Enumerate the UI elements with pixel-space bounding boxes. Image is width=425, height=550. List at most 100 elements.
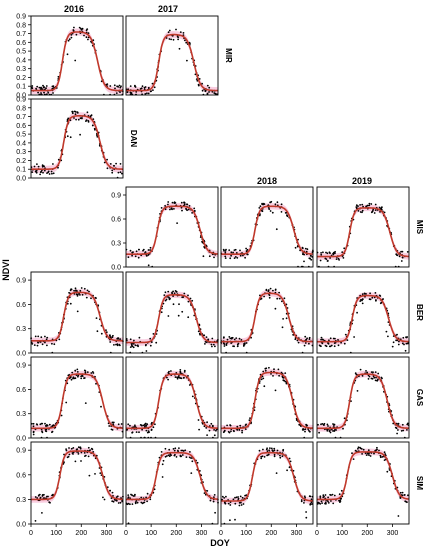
ndvi-point [397, 422, 400, 425]
ndvi-point [272, 289, 274, 292]
y-tick-label: 0.6 [16, 472, 26, 479]
ndvi-point [289, 460, 292, 463]
x-tick-label: 300 [101, 530, 113, 537]
ndvi-point [168, 448, 171, 451]
ndvi-point [260, 455, 263, 458]
ndvi-point [117, 423, 120, 426]
ndvi-point [139, 88, 142, 90]
ndvi-point [363, 292, 366, 295]
ndvi-point [57, 75, 60, 78]
ndvi-point [37, 335, 40, 338]
ndvi-point [186, 59, 188, 62]
ndvi-point [211, 345, 213, 348]
ndvi-point [406, 429, 408, 431]
ndvi-point [106, 167, 109, 170]
ndvi-point [368, 202, 371, 205]
site-label-mis: MIS [415, 220, 424, 235]
ndvi-point [359, 300, 362, 302]
y-tick-label: 0.9 [16, 14, 26, 21]
ndvi-point [129, 91, 132, 94]
ndvi-point [162, 459, 165, 462]
ndvi-point [401, 423, 404, 426]
y-tick-label: 0.5 [16, 132, 26, 139]
ndvi-point [85, 296, 88, 299]
ndvi-point [214, 345, 216, 348]
ndvi-point [134, 255, 137, 258]
ndvi-point [276, 297, 279, 300]
y-tick-label: 0.3 [16, 149, 26, 156]
ndvi-point [41, 88, 44, 90]
ndvi-point [353, 336, 355, 338]
y-tick-label: 0.9 [16, 448, 26, 455]
y-tick-label: 0.4 [16, 140, 26, 147]
fit-confidence-band [221, 290, 313, 345]
ndvi-point [80, 375, 82, 378]
ndvi-point [90, 297, 92, 300]
ndvi-point [280, 203, 283, 206]
ndvi-point [372, 371, 374, 374]
ndvi-point [96, 330, 99, 333]
ndvi-point [70, 378, 73, 381]
ndvi-point [333, 345, 336, 348]
ndvi-point [129, 338, 132, 341]
ndvi-point [244, 256, 247, 259]
ndvi-point [34, 520, 37, 522]
ndvi-point [39, 496, 42, 499]
y-tick-label: 0.1 [16, 167, 26, 174]
panel-frame [30, 15, 124, 96]
ndvi-point [180, 206, 183, 209]
ndvi-point [47, 170, 50, 173]
ndvi-point [309, 503, 312, 506]
panel-gas-2019: GAS [316, 356, 424, 439]
ndvi-point [131, 254, 134, 257]
ndvi-point [135, 431, 138, 433]
ndvi-point [69, 136, 72, 139]
ndvi-point [329, 493, 331, 496]
y-tick-label: 0.1 [16, 84, 26, 91]
ndvi-point [337, 344, 340, 347]
ndvi-point [275, 472, 278, 474]
ndvi-point [134, 344, 137, 347]
ndvi-point [167, 31, 170, 34]
ndvi-point [263, 203, 266, 206]
ndvi-point [41, 343, 44, 346]
x-tick-label: 300 [196, 530, 208, 537]
ndvi-point [146, 423, 149, 426]
ndvi-point [279, 456, 282, 459]
ndvi-point [129, 424, 131, 427]
ndvi-point [75, 448, 78, 451]
ndvi-point [211, 337, 214, 340]
ndvi-point [147, 254, 150, 256]
ndvi-point [119, 171, 122, 174]
ndvi-point [354, 372, 357, 375]
ndvi-point [206, 490, 209, 492]
ndvi-point [235, 337, 238, 339]
ndvi-point [361, 298, 364, 300]
ndvi-point [161, 463, 164, 466]
ndvi-point [105, 331, 108, 334]
ndvi-point [43, 86, 46, 88]
ndvi-point [131, 503, 134, 505]
ndvi-point [232, 345, 235, 348]
ndvi-point [141, 428, 144, 431]
ndvi-point [205, 427, 208, 429]
ndvi-point [144, 422, 147, 425]
ndvi-point [79, 446, 82, 449]
ndvi-point [109, 341, 112, 343]
fit-line [317, 207, 410, 258]
fit-line [31, 31, 123, 92]
ndvi-point [164, 205, 167, 207]
ndvi-point [174, 202, 177, 204]
ndvi-point [145, 424, 148, 427]
ndvi-point [328, 251, 331, 254]
ndvi-point [77, 293, 79, 296]
ndvi-point [117, 502, 120, 504]
ndvi-point [235, 252, 238, 254]
ndvi-point [109, 163, 112, 165]
ndvi-point [75, 118, 77, 121]
ndvi-point [63, 453, 65, 456]
ndvi-point [32, 430, 35, 433]
ndvi-point [241, 429, 244, 432]
fit-line [317, 451, 410, 501]
ndvi-point [166, 376, 168, 379]
